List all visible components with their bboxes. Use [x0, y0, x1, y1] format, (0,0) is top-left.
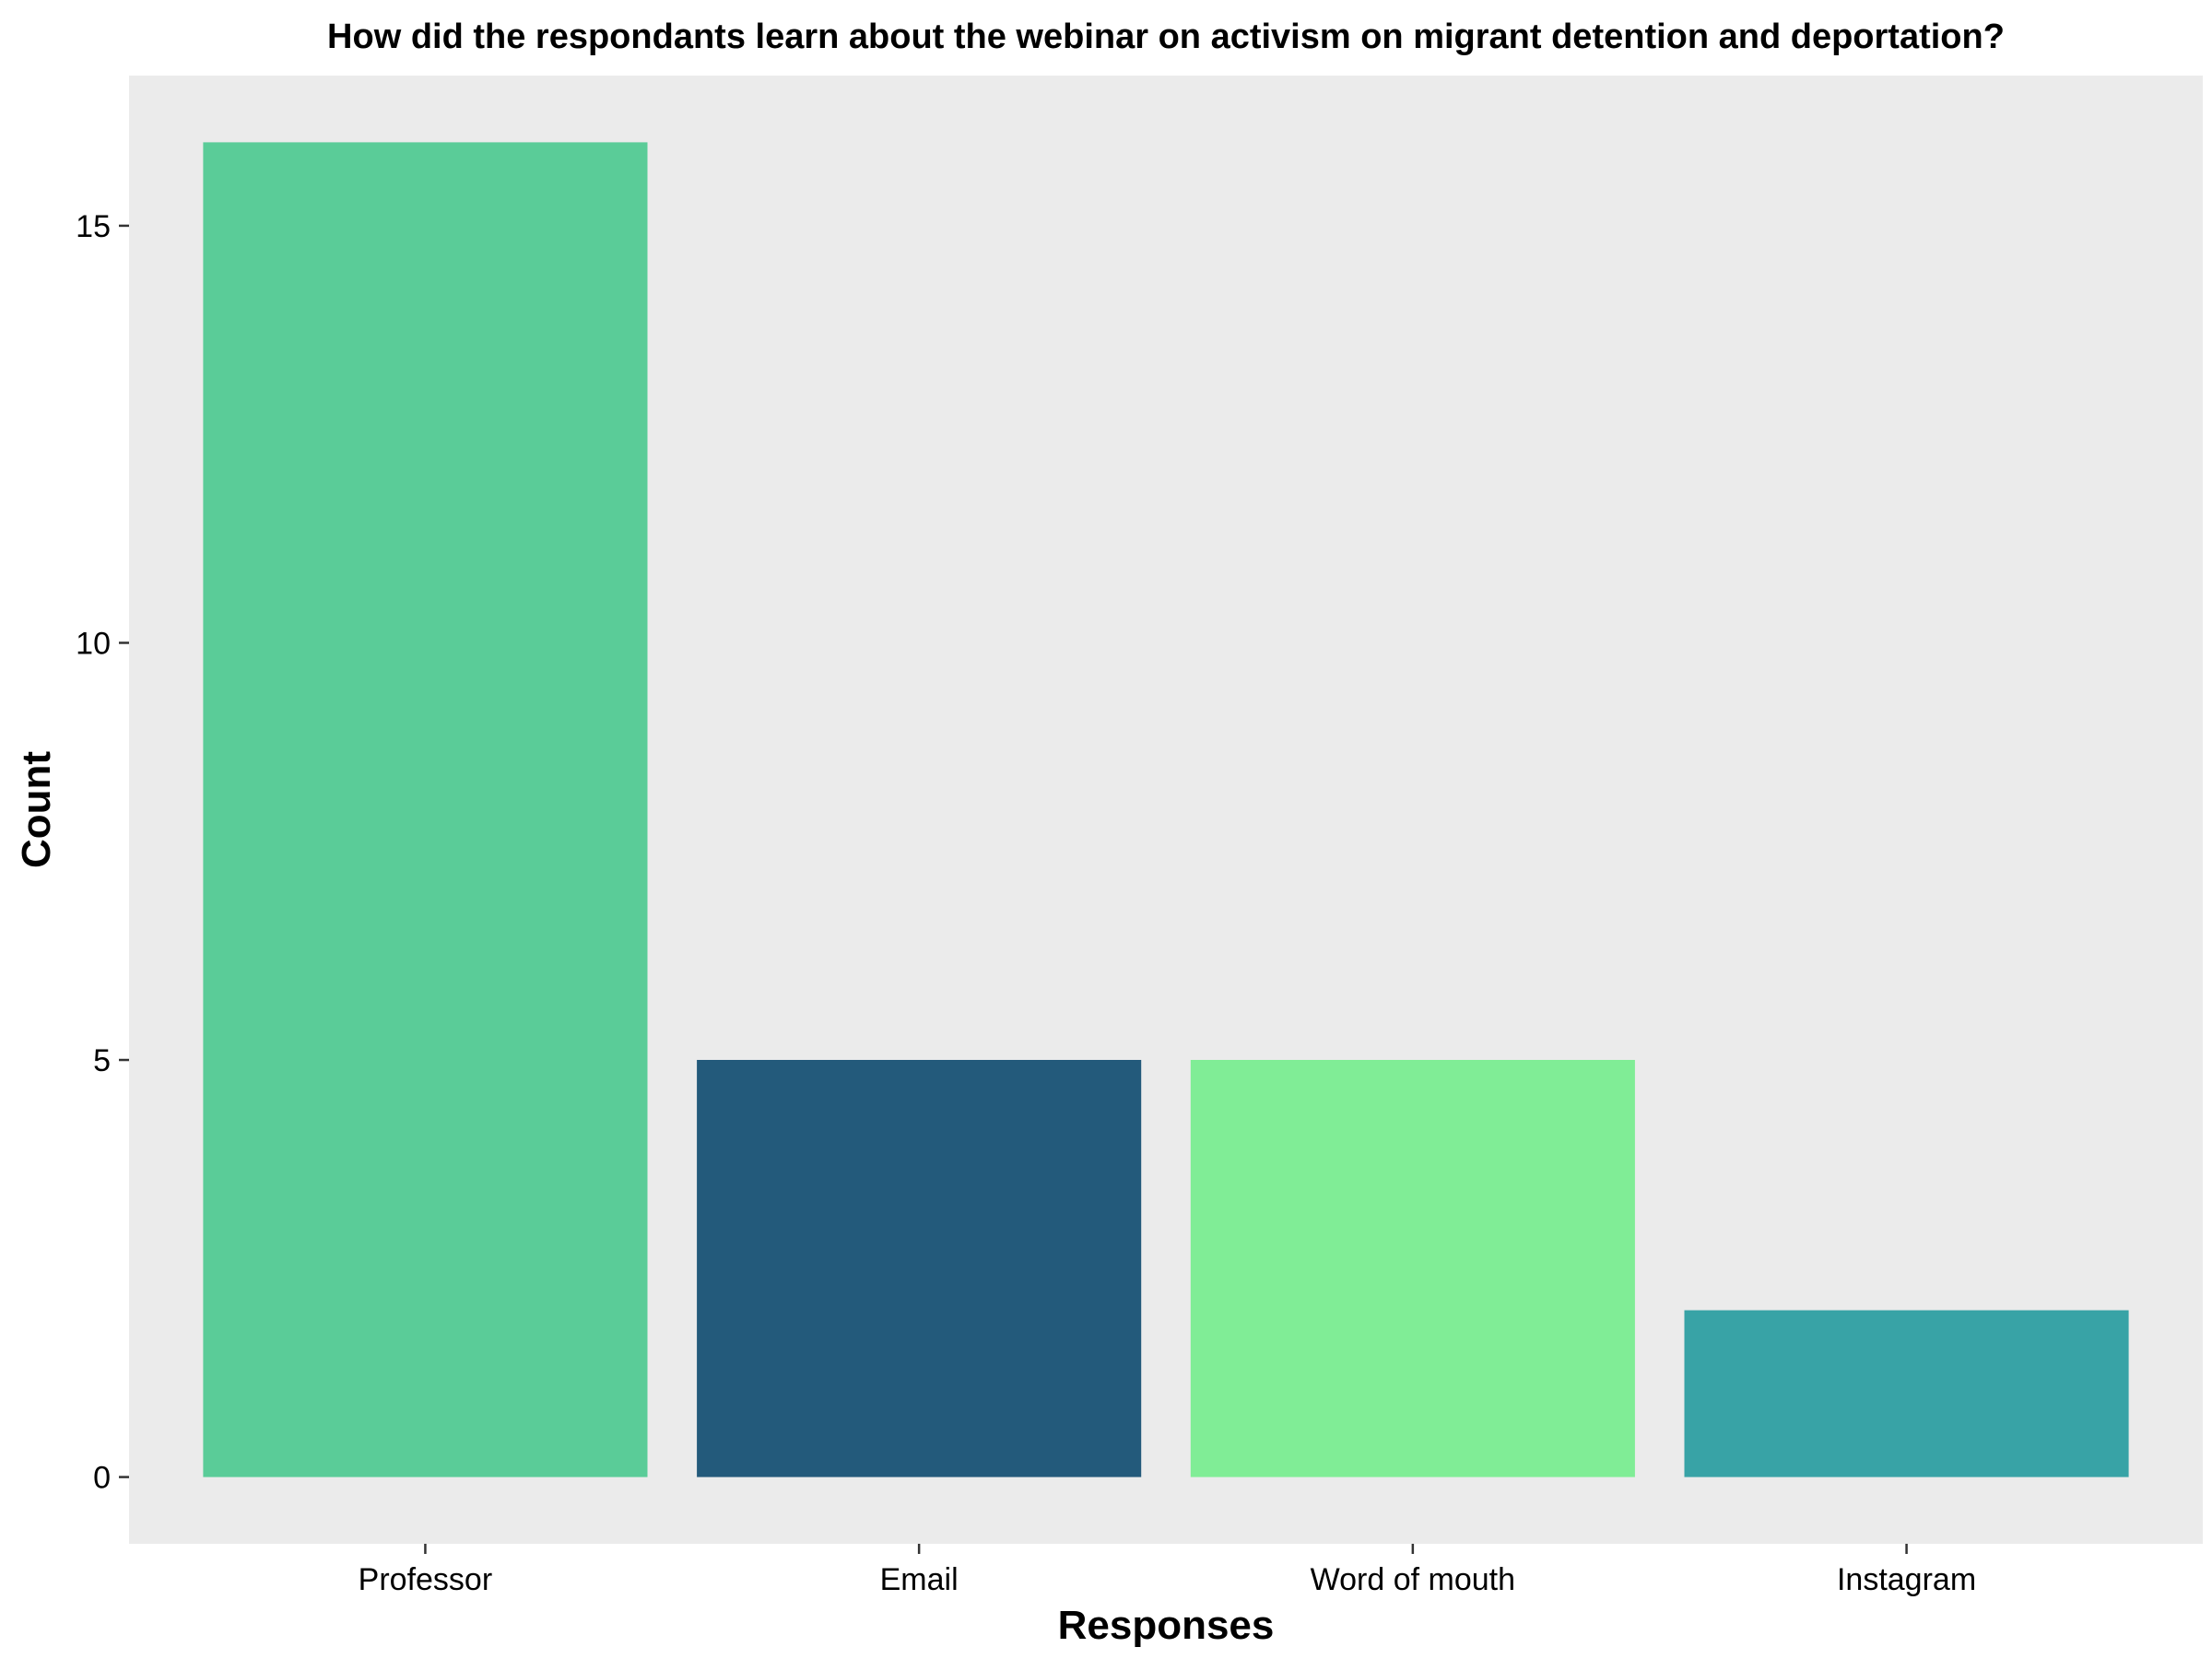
chart-title: How did the respondants learn about the … — [327, 18, 2005, 56]
bars-group — [203, 142, 2129, 1477]
y-tick-label: 15 — [76, 209, 111, 244]
x-tick-label: Word of mouth — [1311, 1562, 1515, 1597]
bar-professor — [203, 142, 648, 1477]
y-tick-label: 0 — [93, 1461, 111, 1496]
bar-instagram — [1684, 1310, 2129, 1477]
x-tick-label: Professor — [359, 1562, 493, 1597]
y-tick-label: 5 — [93, 1043, 111, 1078]
y-tick-label: 10 — [76, 626, 111, 661]
bar-email — [697, 1060, 1142, 1477]
y-axis: 0 5 10 15 — [76, 209, 129, 1496]
bar-word-of-mouth — [1190, 1060, 1635, 1477]
x-axis: Professor Email Word of mouth Instagram — [359, 1544, 1976, 1597]
x-tick-label: Instagram — [1837, 1562, 1976, 1597]
x-axis-title: Responses — [1058, 1603, 1275, 1648]
y-axis-title: Count — [14, 751, 59, 868]
x-tick-label: Email — [880, 1562, 959, 1597]
